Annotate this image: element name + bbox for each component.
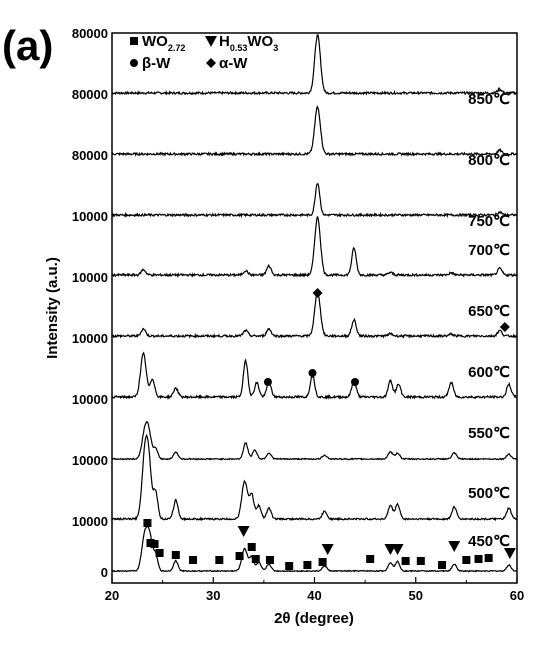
xrd-pattern-line	[111, 183, 518, 219]
wo272-marker	[318, 558, 327, 566]
legend-label: H	[219, 33, 230, 50]
xrd-pattern-line	[111, 293, 518, 339]
legend-subscript: 2.72	[168, 43, 186, 53]
wo272-marker	[150, 540, 159, 548]
y-tick-label: 10000	[72, 453, 108, 468]
temperature-label: 550℃	[468, 425, 510, 442]
y-tick-label: 80000	[72, 26, 108, 41]
wo272-marker	[285, 562, 294, 570]
wo272-marker	[366, 555, 375, 563]
x-tick-label: 20	[105, 588, 119, 603]
x-tick-label: 60	[510, 588, 524, 603]
wo272-marker	[438, 561, 447, 569]
wo272-marker	[416, 557, 425, 565]
xrd-pattern-line	[111, 525, 518, 573]
phase-markers	[130, 36, 516, 570]
legend-label: β-W	[142, 55, 171, 72]
x-tick-label: 50	[409, 588, 423, 603]
temperature-label: 500℃	[468, 485, 510, 502]
beta-w-marker	[351, 378, 359, 386]
legend-subscript: 0.53	[230, 43, 248, 53]
temperature-label: 800℃	[468, 152, 510, 169]
x-axis-ticks: 20 30 40 50 60	[105, 577, 524, 603]
legend-label: α-W	[219, 55, 248, 72]
legend-h053wo3-marker	[205, 36, 217, 47]
x-tick-label: 30	[206, 588, 220, 603]
xrd-pattern-line	[111, 105, 518, 157]
y-tick-label: 10000	[72, 209, 108, 224]
beta-w-marker	[263, 378, 272, 386]
alpha-w-marker	[312, 288, 323, 298]
temperature-label: 850℃	[468, 91, 510, 108]
legend-entry: α-W	[219, 55, 248, 72]
legend-subscript: 3	[273, 43, 278, 53]
legend: WO 2.72 H 0.53 WO 3β-W α-W	[142, 33, 278, 72]
wo272-marker	[235, 552, 244, 560]
legend-label: WO	[247, 33, 273, 50]
legend-beta-w-marker	[130, 59, 138, 67]
y-tick-label: 10000	[72, 514, 108, 529]
panel-label: (a)	[2, 22, 53, 69]
temperature-label: 700℃	[468, 242, 510, 259]
h053wo3-marker	[321, 544, 334, 555]
wo272-marker	[143, 519, 152, 527]
wo272-marker	[474, 555, 483, 563]
xrd-pattern-line	[111, 433, 518, 522]
xrd-pattern-line	[112, 421, 517, 461]
wo272-marker	[171, 551, 180, 559]
h053wo3-marker	[237, 526, 250, 537]
wo272-marker	[303, 561, 312, 569]
xrd-pattern-line	[111, 34, 517, 96]
xrd-pattern-line	[111, 215, 518, 278]
wo272-marker	[247, 543, 256, 551]
wo272-marker	[155, 549, 164, 557]
y-tick-label: 80000	[72, 87, 108, 102]
wo272-marker	[265, 556, 274, 564]
wo272-marker	[215, 556, 224, 564]
x-axis-label: 2θ (degree)	[274, 610, 354, 627]
temperature-label: 750℃	[468, 213, 510, 230]
legend-entry: WO 2.72	[142, 33, 185, 53]
y-tick-label: 10000	[72, 270, 108, 285]
y-tick-label: 10000	[72, 392, 108, 407]
legend-alpha-w-marker	[206, 58, 216, 68]
h053wo3-marker	[448, 541, 461, 552]
y-tick-label: 0	[101, 565, 108, 580]
wo272-marker	[189, 556, 197, 564]
y-tick-label: 80000	[72, 148, 108, 163]
temperature-label: 600℃	[468, 364, 510, 381]
legend-entry: β-W	[142, 55, 171, 72]
series-group: 850℃ 800℃ 750℃ 700℃ 650℃ 600℃ 550℃ 500℃ 450℃	[111, 34, 518, 573]
wo272-marker	[146, 539, 155, 547]
wo272-marker	[401, 557, 410, 565]
y-axis-label: Intensity (a.u.)	[44, 257, 61, 359]
alpha-w-marker	[499, 322, 510, 332]
temperature-label: 650℃	[468, 303, 510, 320]
y-tick-labels: 80000 80000 80000 10000 10000 10000 10000 10000…	[72, 26, 108, 580]
wo272-marker	[484, 554, 493, 562]
y-tick-label: 10000	[72, 331, 108, 346]
legend-entry: H 0.53 WO 3	[219, 33, 278, 53]
wo272-marker	[251, 555, 260, 563]
temperature-label: 450℃	[468, 533, 510, 550]
legend-wo272-marker	[130, 37, 138, 45]
h053wo3-marker	[391, 544, 404, 555]
wo272-marker	[462, 556, 471, 564]
legend-label: WO	[142, 33, 168, 50]
h053wo3-marker	[503, 548, 516, 559]
beta-w-marker	[308, 369, 317, 377]
xrd-pattern-line	[111, 351, 517, 400]
x-tick-label: 40	[307, 588, 321, 603]
